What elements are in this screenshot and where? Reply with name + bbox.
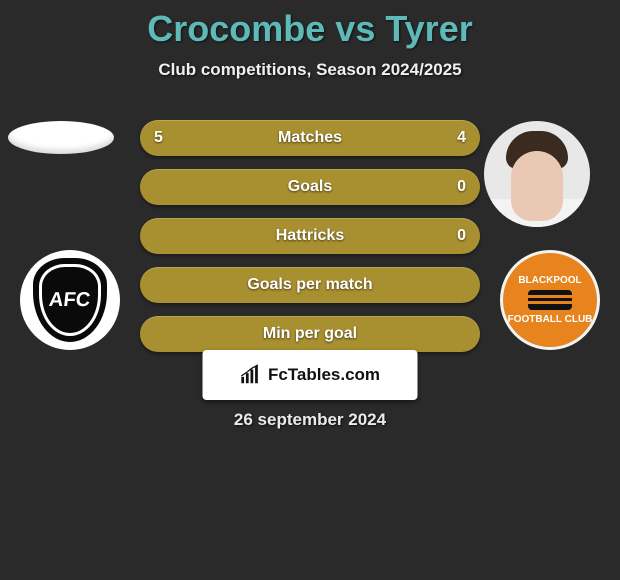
stats-bars: 5 Matches 4 Goals 0 Hattricks 0 Goals pe…	[140, 120, 480, 352]
page-subtitle: Club competitions, Season 2024/2025	[0, 60, 620, 80]
brand-badge: FcTables.com	[203, 350, 418, 400]
stat-label: Goals per match	[247, 276, 372, 294]
stat-row: Hattricks 0	[140, 218, 480, 254]
stat-right-value: 0	[457, 178, 466, 196]
stat-left-value: 5	[154, 129, 163, 147]
stat-row: Goals 0	[140, 169, 480, 205]
stat-row: 5 Matches 4	[140, 120, 480, 156]
stat-row: Min per goal	[140, 316, 480, 352]
brand-text: FcTables.com	[268, 365, 380, 385]
stat-right-value: 0	[457, 227, 466, 245]
stat-label: Hattricks	[276, 227, 344, 245]
stat-label: Min per goal	[263, 325, 357, 343]
player-left-avatar	[8, 121, 114, 154]
club-right-bottom-text: FOOTBALL CLUB	[508, 314, 593, 325]
date-text: 26 september 2024	[0, 410, 620, 430]
player-right-avatar	[484, 121, 590, 227]
club-left-letters: AFC	[48, 289, 92, 312]
club-right-badge: BLACKPOOL FOOTBALL CLUB	[500, 250, 600, 350]
stat-right-value: 4	[457, 129, 466, 147]
bar-chart-icon	[240, 364, 262, 386]
page-title: Crocombe vs Tyrer	[0, 0, 620, 50]
club-left-shield: AFC	[33, 258, 107, 342]
player-right-face	[511, 151, 563, 221]
club-right-top-text: BLACKPOOL	[518, 275, 581, 286]
club-left-badge: AFC	[20, 250, 120, 350]
stat-label: Matches	[278, 129, 342, 147]
stat-row: Goals per match	[140, 267, 480, 303]
page-root: Crocombe vs Tyrer Club competitions, Sea…	[0, 0, 620, 580]
club-right-accent-icon	[528, 290, 572, 310]
stat-label: Goals	[288, 178, 332, 196]
